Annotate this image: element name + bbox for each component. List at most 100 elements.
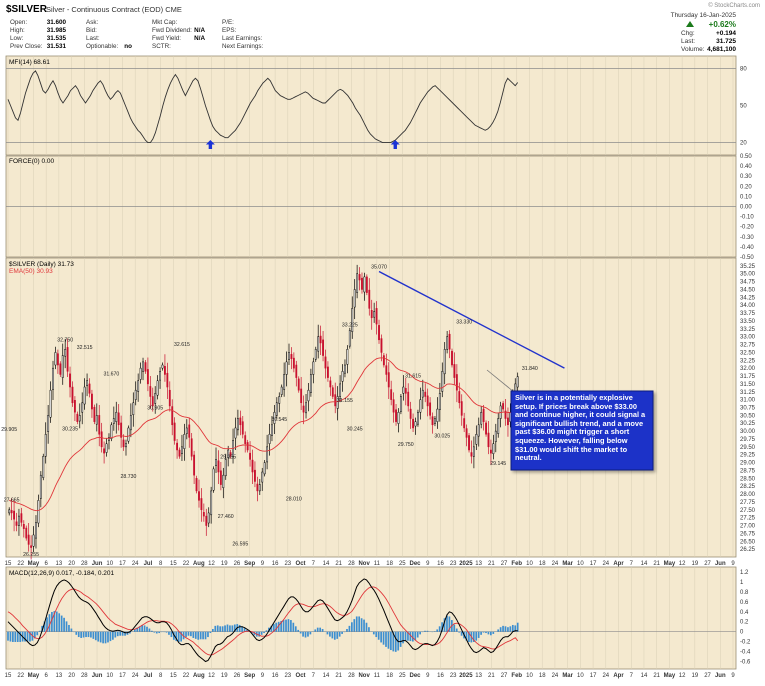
candle-body: [498, 419, 499, 434]
price-tick-label: 32.25: [740, 358, 756, 364]
macd-histogram-bar: [483, 632, 485, 633]
x-tick-label: Aug: [193, 673, 205, 679]
x-tick-label: 28: [348, 673, 355, 679]
macd-histogram-bar: [149, 629, 151, 632]
macd-histogram-bar: [188, 632, 190, 636]
candle-body: [111, 425, 112, 439]
quote-fund-value: N/A: [194, 27, 205, 34]
candle-body: [378, 325, 379, 339]
volume-value: 4,681,100: [707, 46, 736, 53]
x-tick-label: 17: [119, 673, 126, 679]
candle-body: [57, 354, 58, 365]
macd-histogram-bar: [358, 616, 360, 631]
x-tick-label: 24: [132, 673, 139, 679]
candle-body: [147, 369, 148, 383]
candle-body: [446, 337, 447, 350]
candle-body: [456, 374, 457, 390]
candle-body: [113, 419, 114, 424]
symbol-label: $SILVER: [6, 4, 48, 15]
macd-title: MACD(12,26,9) 0.017, -0.184, 0.201: [9, 570, 115, 577]
candle-body: [120, 423, 121, 437]
candle-body: [493, 444, 494, 454]
candle-body: [429, 403, 430, 416]
macd-histogram-bar: [341, 632, 343, 634]
candle-body: [320, 336, 321, 343]
candle-body: [376, 308, 377, 324]
quote-left-label: Prev Close:: [10, 43, 43, 50]
macd-histogram-bar: [295, 626, 297, 631]
price-point-label: 26.255: [23, 552, 39, 558]
watermark: © StockCharts.com: [708, 2, 760, 9]
macd-histogram-bar: [500, 627, 502, 631]
candle-body: [96, 415, 97, 424]
x-tick-label: 9: [731, 673, 735, 679]
x-tick-label: 21: [488, 673, 495, 679]
x-tick-label: 12: [679, 561, 686, 567]
candle-body: [235, 428, 236, 438]
candle-body: [145, 362, 146, 371]
candle-body: [459, 391, 460, 402]
x-tick-label: 24: [552, 561, 559, 567]
candle-body: [349, 330, 350, 346]
candle-body: [303, 406, 304, 412]
x-tick-label: 10: [577, 673, 584, 679]
macd-histogram-bar: [263, 632, 265, 633]
price-tick-label: 33.75: [740, 311, 756, 317]
macd-histogram-bar: [119, 632, 121, 636]
candle-body: [288, 352, 289, 359]
x-tick-label: May: [664, 561, 676, 567]
macd-histogram-bar: [302, 632, 304, 637]
candle-body: [89, 384, 90, 393]
macd-histogram-bar: [292, 623, 294, 632]
candle-body: [449, 334, 450, 349]
price-tick-label: 26.25: [740, 547, 756, 553]
macd-histogram-bar: [217, 625, 219, 631]
candle-body: [130, 415, 131, 429]
candle-body: [206, 516, 207, 525]
macd-histogram-bar: [17, 632, 19, 642]
macd-histogram-bar: [310, 632, 312, 635]
price-point-label: 33.225: [342, 323, 358, 329]
x-tick-label: 18: [386, 561, 393, 567]
x-tick-label: 18: [539, 673, 546, 679]
candle-body: [213, 469, 214, 490]
price-point-label: 31.670: [103, 372, 119, 378]
x-tick-label: Mar: [562, 673, 573, 679]
candle-body: [432, 417, 433, 425]
candle-body: [167, 373, 168, 387]
candle-body: [140, 368, 141, 379]
candle-body: [507, 418, 508, 425]
candle-body: [451, 351, 452, 365]
macd-histogram-bar: [75, 632, 77, 635]
candle-body: [269, 434, 270, 443]
macd-histogram-bar: [190, 632, 192, 636]
candle-body: [371, 310, 372, 318]
price-tick-label: 31.25: [740, 390, 756, 396]
x-tick-label: 14: [641, 673, 648, 679]
macd-histogram-bar: [368, 627, 370, 631]
price-tick-label: 30.50: [740, 413, 756, 419]
macd-histogram-bar: [329, 632, 331, 637]
price-tick-label: 28.50: [740, 476, 756, 482]
macd-histogram-bar: [285, 620, 287, 632]
candle-body: [286, 362, 287, 375]
macd-histogram-bar: [424, 631, 426, 632]
x-tick-label: 13: [475, 673, 482, 679]
candle-body: [67, 347, 68, 371]
price-tick-label: 30.75: [740, 406, 756, 412]
candle-body: [208, 513, 209, 523]
macd-histogram-bar: [146, 627, 148, 632]
candle-body: [77, 414, 78, 422]
macd-histogram-bar: [502, 626, 504, 632]
macd-histogram-bar: [93, 632, 95, 639]
candle-body: [55, 352, 56, 365]
x-tick-label: 2025: [459, 561, 473, 567]
candle-body: [391, 390, 392, 400]
macd-histogram-bar: [90, 632, 92, 638]
candle-body: [478, 425, 479, 436]
candle-body: [315, 349, 316, 359]
macd-histogram-bar: [331, 632, 333, 639]
price-tick-label: 31.50: [740, 382, 756, 388]
candle-body: [444, 349, 445, 374]
candle-body: [296, 365, 297, 378]
